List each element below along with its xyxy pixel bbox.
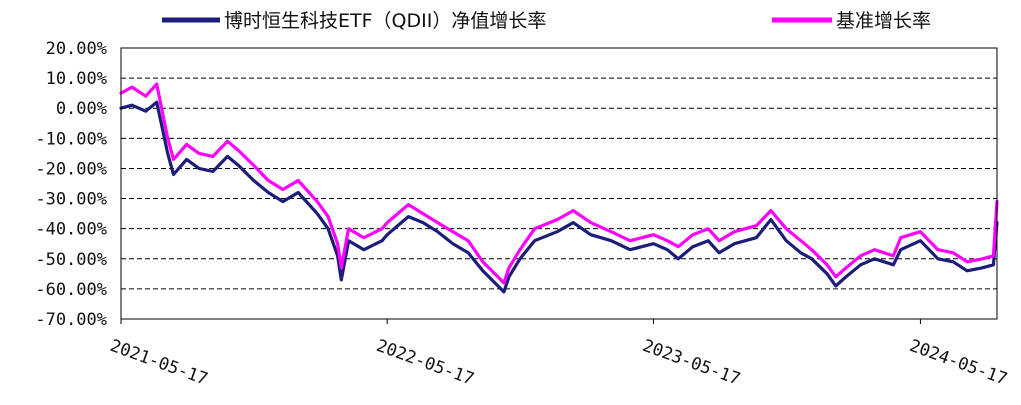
y-tick-label: -20.00% (35, 159, 107, 179)
y-tick-label: 20.00% (46, 39, 107, 59)
series-line-fund (119, 100, 999, 294)
y-tick-label: -40.00% (35, 220, 107, 240)
grid (121, 77, 997, 290)
y-tick-label: -30.00% (35, 190, 107, 210)
y-axis: 20.00% 10.00% 0.00% -10.00% -20.00% -30.00% -4… (35, 39, 107, 330)
legend-label-fund: 博时恒生科技ETF（QDII）净值增长率 (224, 10, 546, 32)
series-line-benchmark (119, 82, 999, 285)
y-tick-label: 10.00% (46, 69, 107, 89)
y-tick-label: -10.00% (35, 129, 107, 149)
x-tick-label: 2022-05-17 (374, 336, 477, 390)
plot-frame (120, 47, 998, 320)
x-tick-label: 2021-05-17 (107, 336, 210, 390)
y-tick-label: -60.00% (35, 280, 107, 300)
x-tick-label: 2023-05-17 (640, 336, 743, 390)
y-tick-label: -70.00% (35, 310, 107, 330)
legend-label-benchmark: 基准增长率 (836, 10, 931, 32)
x-tick-label: 2024-05-17 (907, 336, 1010, 390)
series (119, 82, 999, 294)
legend: 博时恒生科技ETF（QDII）净值增长率 基准增长率 (162, 10, 931, 32)
y-tick-label: 0.00% (56, 99, 107, 119)
y-tick-label: -50.00% (35, 250, 107, 270)
x-axis: 2021-05-17 2022-05-17 2023-05-17 2024-05-17 (107, 319, 1010, 390)
